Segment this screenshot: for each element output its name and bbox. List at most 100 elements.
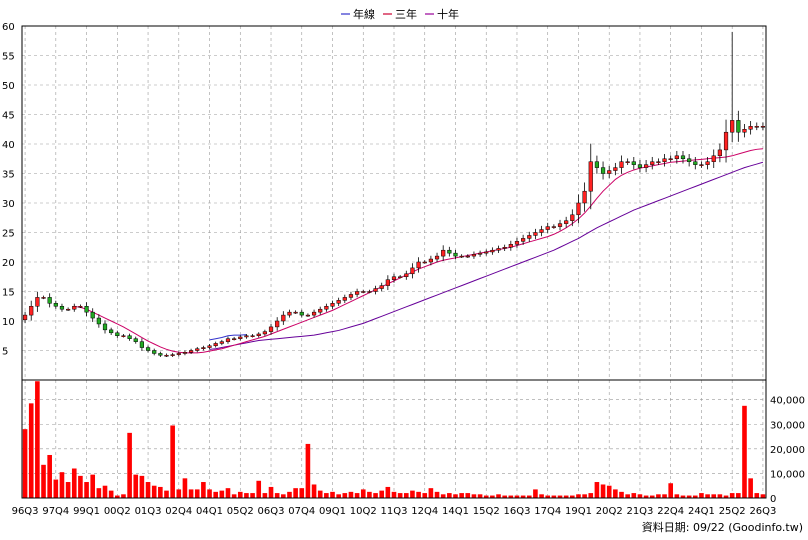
candle-body [115, 332, 120, 336]
candle [139, 338, 144, 351]
volume-bar [662, 494, 667, 498]
candle [127, 333, 132, 341]
volume-bar [545, 495, 551, 498]
volume-bar [287, 491, 292, 498]
candle [305, 313, 311, 317]
candle [152, 348, 157, 356]
volume-bar [373, 493, 378, 498]
candle-body [656, 161, 661, 163]
price-tick-6: 35 [2, 170, 15, 181]
x-tick-8: 06Q3 [258, 506, 285, 517]
volume-bar [28, 403, 34, 498]
candle-body [379, 285, 384, 289]
candle-body [318, 308, 323, 313]
volume-bar [379, 490, 385, 498]
candle [434, 252, 440, 263]
volume-bar [231, 494, 237, 498]
candle [133, 336, 138, 344]
candle-body [662, 158, 667, 162]
candle-body [723, 131, 729, 151]
legend-label-1: 三年 [395, 7, 417, 21]
volume-bar [207, 489, 212, 498]
candle-body [545, 226, 550, 230]
volume-bar [133, 474, 139, 498]
candle [656, 158, 661, 165]
volume-bar [649, 495, 655, 498]
candle-body [582, 190, 587, 204]
x-tick-20: 21Q3 [626, 506, 653, 517]
candle [348, 291, 354, 301]
candle [613, 162, 618, 176]
volume-bar [410, 490, 415, 498]
volume-bar [188, 489, 194, 498]
candle-body [170, 354, 175, 356]
volume-bar [656, 494, 661, 498]
candle-body [127, 335, 132, 339]
ma-3y-line [74, 148, 763, 354]
candle [637, 159, 643, 173]
candle [29, 300, 34, 321]
candle-body [631, 161, 636, 165]
candle [625, 158, 630, 165]
candle-body [668, 158, 673, 160]
volume-bar [588, 493, 594, 498]
candle [754, 122, 759, 131]
volume-bar [115, 495, 120, 498]
volume-bar [465, 493, 471, 498]
candle [545, 222, 550, 234]
candle [188, 348, 194, 355]
volume-bar [127, 432, 132, 498]
x-axis-ticks: 96Q3 97Q4 99Q1 00Q2 01Q3 02Q4 04Q1 05Q2 06Q3 07Q4… [12, 506, 777, 517]
candle-body [268, 326, 274, 332]
volume-bar [416, 491, 421, 498]
price-tick-11: 60 [2, 22, 15, 33]
x-tick-11: 10Q2 [350, 506, 377, 517]
x-tick-12: 11Q3 [381, 506, 408, 517]
candle-body [674, 155, 679, 160]
candle [195, 346, 200, 353]
candle [398, 274, 403, 279]
candle [281, 311, 286, 325]
volume-bar [729, 493, 735, 498]
volume-bar [256, 480, 262, 498]
candle [404, 270, 409, 280]
candle-body [78, 306, 83, 308]
volume-tick-1: 10,000 [770, 469, 805, 480]
candle [41, 295, 46, 300]
volume-bar [434, 491, 440, 498]
volume-bar [496, 494, 501, 498]
candle-body [477, 252, 483, 255]
candle-body [441, 249, 446, 257]
candle [35, 291, 40, 312]
volume-bar [360, 489, 366, 498]
candle-body [551, 226, 556, 228]
candle-body [600, 167, 606, 174]
candle-body [453, 252, 458, 257]
candle [109, 327, 114, 335]
volume-bar [59, 472, 65, 498]
volume-bar [367, 491, 372, 498]
candle-body [496, 248, 501, 251]
volume-bar [311, 484, 317, 498]
volume-bar [151, 485, 157, 498]
volume-tick-3: 30,000 [770, 420, 805, 431]
volume-bar [121, 494, 126, 498]
candle-body [145, 347, 151, 351]
volume-plot-frame [21, 379, 767, 499]
x-tick-23: 25Q2 [719, 506, 746, 517]
candle-body [361, 291, 366, 293]
candle-body [232, 338, 237, 340]
candle [447, 246, 452, 257]
candle-body [330, 303, 335, 307]
candle [650, 156, 655, 170]
candle-body [22, 314, 28, 321]
volume-bar [471, 494, 477, 498]
volume-bar [754, 493, 760, 498]
volume-bar [305, 443, 311, 498]
volume-tick-2: 20,000 [770, 445, 805, 456]
volume-bar [723, 495, 729, 498]
volume-bar [281, 494, 286, 498]
candle [477, 250, 483, 257]
volume-bar [22, 429, 28, 498]
candle [564, 216, 569, 228]
